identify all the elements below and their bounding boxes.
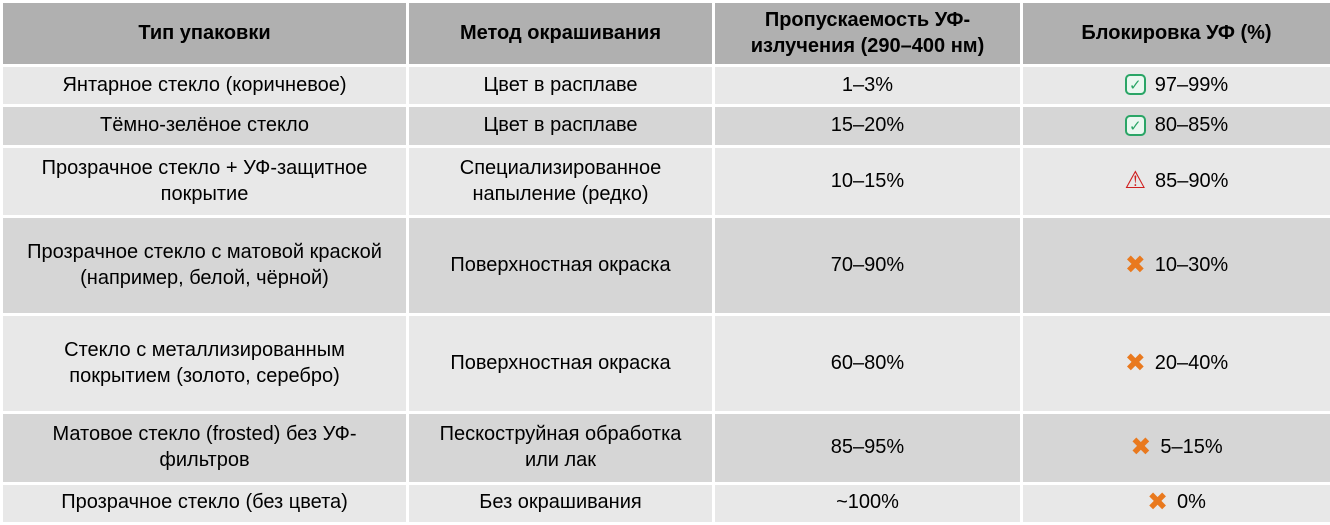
- cell-uv-blocking: 0%: [1020, 481, 1330, 525]
- cross-icon: [1130, 435, 1151, 459]
- cell-package-type: Прозрачное стекло + УФ-защитное покрытие: [0, 144, 409, 219]
- cell-coloring-method: Специализированное напыление (редко): [406, 144, 715, 219]
- table-row: Янтарное стекло (коричневое) Цвет в расп…: [0, 63, 1330, 108]
- cell-uv-transmission: 70–90%: [712, 215, 1023, 317]
- check-icon: [1124, 114, 1146, 136]
- cross-icon: [1125, 351, 1146, 375]
- cell-coloring-method: Поверхностная окраска: [406, 215, 715, 317]
- cell-package-type: Прозрачное стекло с матовой краской (нап…: [0, 215, 409, 317]
- uv-blocking-value: 85–90%: [1155, 169, 1229, 192]
- cell-uv-blocking: 5–15%: [1020, 411, 1330, 485]
- table-row: Матовое стекло (frosted) без УФ-фильтров…: [0, 411, 1330, 485]
- cell-uv-transmission: 1–3%: [712, 63, 1023, 108]
- table-row: Тёмно-зелёное стекло Цвет в расплаве 15–…: [0, 104, 1330, 148]
- cell-coloring-method: Цвет в расплаве: [406, 104, 715, 148]
- uv-blocking-value: 10–30%: [1154, 253, 1229, 276]
- uv-blocking-value: 0%: [1177, 491, 1206, 514]
- cell-uv-transmission: 85–95%: [712, 411, 1023, 485]
- cell-coloring-method: Без окрашивания: [406, 481, 715, 525]
- uv-blocking-value: 80–85%: [1154, 114, 1229, 137]
- cell-uv-transmission: 10–15%: [712, 144, 1023, 219]
- cell-uv-blocking: 97–99%: [1020, 63, 1330, 108]
- cell-coloring-method: Цвет в расплаве: [406, 63, 715, 108]
- cross-icon: [1147, 490, 1168, 514]
- warning-icon: [1125, 169, 1147, 193]
- cell-package-type: Стекло с металлизированным покрытием (зо…: [0, 313, 409, 415]
- cell-coloring-method: Пескоструйная обработка или лак: [406, 411, 715, 485]
- column-header-coloring-method: Метод окрашивания: [406, 0, 715, 67]
- cell-package-type: Янтарное стекло (коричневое): [0, 63, 409, 108]
- cell-uv-blocking: 85–90%: [1020, 144, 1330, 219]
- cell-uv-blocking: 20–40%: [1020, 313, 1330, 415]
- uv-blocking-value: 5–15%: [1160, 436, 1223, 459]
- table-row: Стекло с металлизированным покрытием (зо…: [0, 313, 1330, 415]
- cell-package-type: Матовое стекло (frosted) без УФ-фильтров: [0, 411, 409, 485]
- check-icon: [1124, 74, 1146, 96]
- cell-coloring-method: Поверхностная окраска: [406, 313, 715, 415]
- table-row: Прозрачное стекло (без цвета) Без окраши…: [0, 481, 1330, 525]
- table-row: Прозрачное стекло + УФ-защитное покрытие…: [0, 144, 1330, 219]
- table-row: Прозрачное стекло с матовой краской (нап…: [0, 215, 1330, 317]
- cell-uv-blocking: 80–85%: [1020, 104, 1330, 148]
- cell-uv-transmission: 15–20%: [712, 104, 1023, 148]
- cell-uv-blocking: 10–30%: [1020, 215, 1330, 317]
- column-header-package-type: Тип упаковки: [0, 0, 409, 67]
- column-header-uv-blocking: Блокировка УФ (%): [1020, 0, 1330, 67]
- uv-blocking-value: 97–99%: [1154, 73, 1229, 96]
- cell-package-type: Тёмно-зелёное стекло: [0, 104, 409, 148]
- header-row: Тип упаковки Метод окрашивания Пропускае…: [0, 0, 1330, 67]
- cell-package-type: Прозрачное стекло (без цвета): [0, 481, 409, 525]
- cross-icon: [1125, 253, 1146, 277]
- column-header-uv-transmission: Пропускаемость УФ-излучения (290–400 нм): [712, 0, 1023, 67]
- cell-uv-transmission: ~100%: [712, 481, 1023, 525]
- uv-blocking-value: 20–40%: [1154, 351, 1229, 374]
- cell-uv-transmission: 60–80%: [712, 313, 1023, 415]
